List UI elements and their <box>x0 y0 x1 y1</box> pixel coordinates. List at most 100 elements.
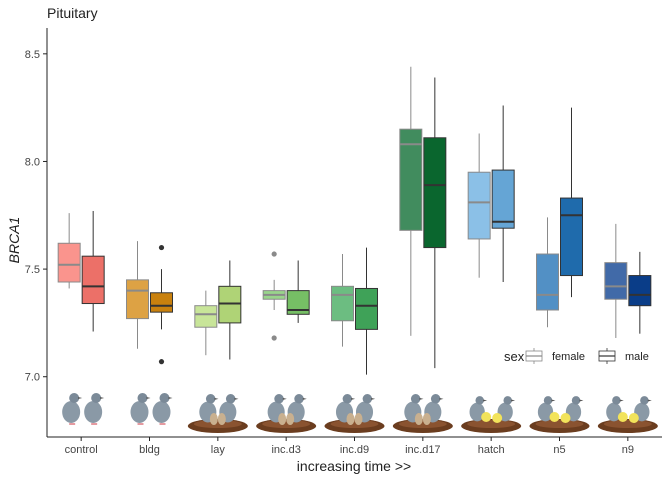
box-iqr <box>331 285 354 322</box>
box-male-hatch <box>491 105 515 283</box>
pigeon-beak <box>647 399 652 402</box>
y-axis-label: BRCA1 <box>6 217 22 264</box>
y-tick-label: 7.5 <box>25 264 40 276</box>
pigeon-beak <box>146 397 151 399</box>
pigeon-beak <box>234 397 239 400</box>
box-male-bldg <box>150 244 173 365</box>
box-iqr <box>218 285 242 324</box>
box-iqr <box>57 242 81 283</box>
chick <box>492 413 503 423</box>
stage-illustration-bldg <box>130 393 173 425</box>
pigeon-body <box>469 402 485 422</box>
y-tick-label: 8.0 <box>25 156 40 168</box>
legend-label-male: male <box>625 351 649 363</box>
pigeon-beak <box>351 397 356 400</box>
pigeon-beak <box>371 397 376 400</box>
egg <box>346 413 355 425</box>
pigeon-head <box>612 396 621 405</box>
box-iqr <box>355 287 378 330</box>
pigeon-beak <box>483 399 488 402</box>
chick <box>481 412 492 422</box>
egg <box>422 413 431 425</box>
stage-illustration-inc.d17 <box>392 394 453 433</box>
egg <box>414 413 423 425</box>
pigeon-head <box>137 393 148 403</box>
pigeon-beak <box>282 397 287 400</box>
legend-key-female <box>525 348 543 364</box>
pigeon-body <box>152 401 171 423</box>
box-iqr <box>491 169 515 229</box>
box-iqr <box>628 275 652 307</box>
box-male-control <box>81 210 105 332</box>
pigeon-head <box>274 394 284 404</box>
box-female-inc.d3 <box>262 251 286 341</box>
x-axis-label: increasing time >> <box>297 458 411 474</box>
pigeon-beak <box>439 397 444 400</box>
pigeon-body <box>84 401 103 423</box>
pigeon-body <box>606 402 622 422</box>
egg <box>217 413 226 425</box>
y-tick-label: 8.5 <box>25 49 40 61</box>
pigeon-head <box>410 394 421 404</box>
box-iqr <box>286 290 310 315</box>
stage-illustration-lay <box>187 394 248 433</box>
nest-rim <box>330 420 379 428</box>
egg <box>209 413 218 425</box>
nest-rim <box>603 420 652 428</box>
pigeon-beak <box>579 399 584 402</box>
stage-illustration-hatch <box>461 396 522 433</box>
box-female-inc.d9 <box>331 254 354 347</box>
x-axis: control bldg lay inc.d3 inc.d9 inc.d17 hatch n5… <box>47 436 662 456</box>
box-male-lay <box>218 260 242 360</box>
x-tick-label: inc.d17 <box>405 444 440 456</box>
box-iqr <box>126 279 149 320</box>
chick <box>549 412 560 422</box>
pigeon-head <box>225 394 236 404</box>
stage-illustration-inc.d9 <box>324 394 385 433</box>
pigeon-body <box>62 401 81 423</box>
pigeon-head <box>430 394 441 404</box>
box-iqr <box>150 292 173 313</box>
stage-illustration-control <box>62 393 105 425</box>
box-male-inc.d3 <box>286 260 310 323</box>
box-iqr <box>604 262 628 300</box>
stage-illustration-inc.d3 <box>256 394 317 433</box>
pigeon-beak <box>511 399 516 402</box>
pigeon-beak <box>78 397 83 399</box>
pigeon-head <box>69 393 80 403</box>
pigeon-beak <box>302 397 307 400</box>
nest-rim <box>193 420 242 428</box>
box-iqr <box>194 305 218 328</box>
x-tick-label: n9 <box>622 444 634 456</box>
pigeon-beak <box>214 397 219 400</box>
box-male-n9 <box>628 251 652 334</box>
pigeon-beak <box>168 397 173 399</box>
legend-title: sex <box>504 349 525 364</box>
pigeon-head <box>640 396 649 405</box>
pigeon-body <box>537 402 554 422</box>
box-male-inc.d9 <box>355 247 378 375</box>
legend: sex female male <box>504 348 649 364</box>
pigeon-head <box>543 396 553 405</box>
outlier-point <box>271 335 277 341</box>
box-iqr <box>81 255 105 305</box>
y-axis: 7.0 7.5 8.0 8.5 <box>25 28 48 437</box>
box-female-hatch <box>467 133 491 278</box>
box-female-inc.d17 <box>399 66 423 336</box>
legend-label-female: female <box>552 351 585 363</box>
nest-rim <box>398 420 447 428</box>
pigeon-body <box>130 401 149 423</box>
chick <box>560 413 571 423</box>
outlier-point <box>158 359 165 365</box>
pigeon-head <box>342 394 353 404</box>
chick <box>628 413 639 423</box>
box-male-inc.d17 <box>423 77 447 369</box>
stage-illustration-n9 <box>597 396 658 433</box>
box-iqr <box>467 171 491 240</box>
pigeon-beak <box>619 399 624 402</box>
box-female-n5 <box>536 217 559 328</box>
box-male-n5 <box>560 107 583 298</box>
box-iqr <box>423 137 447 249</box>
x-tick-label: inc.d9 <box>340 444 369 456</box>
